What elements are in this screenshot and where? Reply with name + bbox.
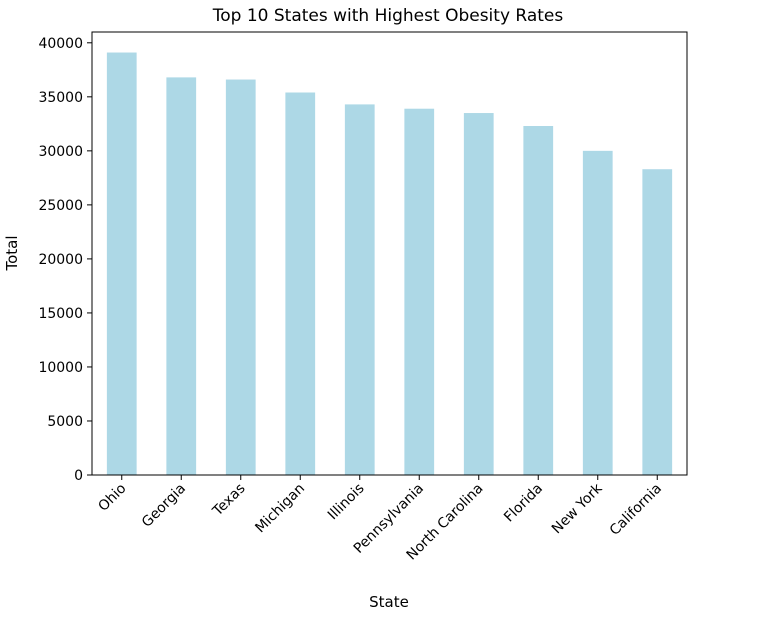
x-tick-label: Illinois bbox=[325, 481, 368, 524]
plot-frame bbox=[91, 31, 688, 476]
x-axis-ticks: Ohio Georgia Texas Michigan IllinoisPennsylv… bbox=[95, 475, 665, 563]
x-tick-label: California bbox=[607, 481, 665, 539]
y-tick-label: 20000 bbox=[38, 252, 83, 268]
bar-new-york bbox=[582, 150, 613, 475]
bar-florida bbox=[523, 126, 554, 475]
y-axis-title: Total bbox=[3, 235, 21, 271]
x-tick-label: Texas bbox=[209, 481, 248, 520]
x-tick-label: Michigan bbox=[252, 481, 308, 537]
y-tick-label: 15000 bbox=[38, 306, 83, 322]
bar-california bbox=[642, 169, 673, 475]
x-axis-title: State bbox=[369, 593, 409, 611]
y-tick-label: 35000 bbox=[38, 90, 83, 106]
y-tick-label: 0 bbox=[74, 468, 83, 484]
bars-layer bbox=[106, 52, 673, 476]
y-tick-label: 40000 bbox=[38, 36, 83, 52]
bar-texas bbox=[225, 79, 256, 475]
bar-pennsylvania bbox=[404, 108, 435, 476]
y-tick-label: 10000 bbox=[38, 360, 83, 376]
chart-title: Top 10 States with Highest Obesity Rates bbox=[212, 6, 564, 26]
bar-michigan bbox=[285, 92, 316, 475]
bar-georgia bbox=[166, 77, 197, 475]
x-tick-label: Ohio bbox=[95, 481, 129, 515]
bar-ohio bbox=[106, 52, 137, 475]
x-tick-label: New York bbox=[549, 480, 606, 537]
x-tick-label: Georgia bbox=[139, 481, 189, 531]
bar-north-carolina bbox=[463, 113, 494, 475]
y-tick-label: 30000 bbox=[38, 144, 83, 160]
y-axis-ticks: 0 5000 10000 15000 20000 25000 30000 35000 40000 bbox=[38, 36, 92, 484]
y-tick-label: 5000 bbox=[47, 414, 83, 430]
x-tick-label: Florida bbox=[501, 481, 546, 526]
y-tick-label: 25000 bbox=[38, 198, 83, 214]
bar-illinois bbox=[344, 104, 375, 475]
